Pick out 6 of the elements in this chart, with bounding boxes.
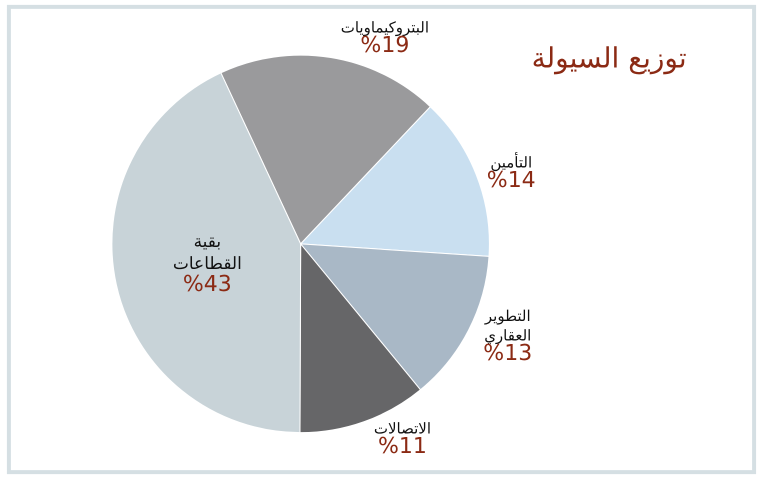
slice-label: التأمين [490, 152, 532, 172]
slice-label: البتروكيماويات [340, 18, 430, 37]
text: توزيع السيولة [532, 42, 687, 74]
data-label: %43 [182, 272, 232, 298]
slice-label: التطوير العقاري [484, 306, 532, 344]
slice-label: بقية القطاعات [172, 232, 242, 274]
